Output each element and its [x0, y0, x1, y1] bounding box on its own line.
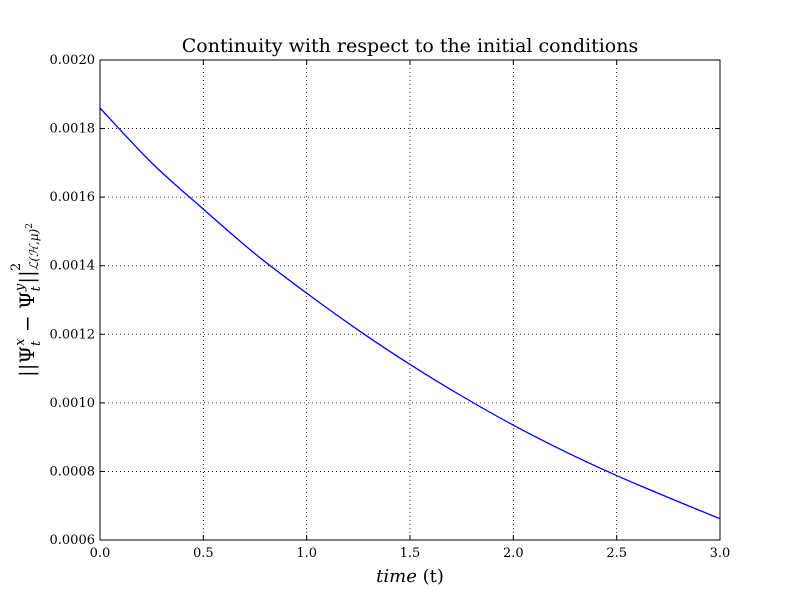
x-tick-label: 3.0 [710, 546, 731, 561]
x-tick-label: 2.5 [606, 546, 627, 561]
y-tick-label: 0.0012 [50, 327, 96, 342]
x-tick-label: 1.5 [400, 546, 421, 561]
y-label-close: || [15, 270, 40, 283]
y-label-sup4: 2 [9, 263, 24, 271]
x-tick-label: 1.0 [296, 546, 317, 561]
y-tick-label: 0.0016 [50, 190, 96, 205]
y-tick-label: 0.0008 [50, 464, 96, 479]
y-tick-labels: 0.0006 0.0008 0.0010 0.0012 0.0014 0.0016 0.00… [50, 53, 96, 548]
y-tick-label: 0.0014 [50, 259, 96, 274]
y-label-sub3: ℒ(ℋ,μ) [27, 228, 41, 270]
x-tick-label: 2.0 [503, 546, 524, 561]
y-label-sup1: x [13, 338, 28, 346]
ticks [99, 59, 721, 541]
y-label-sub1: t [29, 340, 44, 346]
series-line [99, 107, 721, 520]
x-tick-label: 0.0 [90, 546, 111, 561]
x-tick-label: 0.5 [193, 546, 214, 561]
x-axis-label: time (t) [376, 566, 444, 587]
y-label-sub2: t [29, 285, 44, 291]
y-label-mid: − Ψ [15, 291, 39, 338]
svg-text:||Ψtx − Ψty||ℒ(ℋ,μ)22: ||Ψtx − Ψty||ℒ(ℋ,μ)22 [9, 223, 44, 377]
y-tick-label: 0.0010 [50, 396, 96, 411]
y-label-sup2: y [13, 283, 28, 292]
x-tick-labels: 0.0 0.5 1.0 1.5 2.0 2.5 3.0 [90, 546, 731, 561]
y-tick-label: 0.0018 [50, 122, 96, 137]
y-axis-label: ||Ψtx − Ψty||ℒ(ℋ,μ)22 [9, 223, 44, 377]
y-label-main: ||Ψ [15, 346, 40, 377]
y-tick-label: 0.0020 [50, 53, 96, 68]
chart-title: Continuity with respect to the initial c… [182, 35, 638, 57]
series-layer [99, 107, 721, 520]
x-axis-label-rest: (t) [417, 566, 444, 587]
y-label-sup3: 2 [25, 223, 35, 229]
x-axis-label-italic: time [376, 566, 417, 587]
y-tick-label: 0.0006 [50, 533, 96, 548]
